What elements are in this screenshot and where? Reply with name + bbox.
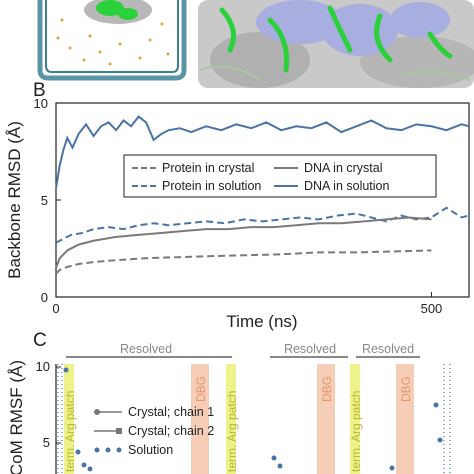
point — [81, 462, 87, 468]
tick-layer: 0 5 10 0 500 — [34, 96, 443, 316]
series-layer — [55, 115, 470, 275]
legend-label-dna-solution: DNA in solution — [304, 179, 390, 193]
resolved-label-3: Resolved — [362, 342, 414, 356]
point — [271, 455, 277, 461]
plot-frame — [55, 102, 470, 298]
legend-label-crystal-chain-1: Crystal; chain 1 — [128, 405, 214, 419]
legend-marker-solution — [94, 447, 122, 453]
x-tick-label: 0 — [52, 301, 59, 316]
yellow-band-label-1: term. Arg patch — [63, 391, 77, 472]
series-line-dna-in-solution — [55, 115, 470, 189]
legend: Protein in crystal Protein in solution D… — [123, 154, 437, 198]
point — [63, 367, 69, 373]
legend-label-dna-crystal: DNA in crystal — [304, 161, 383, 175]
point — [277, 463, 283, 469]
series-line-protein-in-crystal — [55, 249, 432, 275]
panel-letter-b: B — [33, 80, 46, 101]
legend-c: Crystal; chain 1 Crystal; chain 2 Soluti… — [94, 405, 214, 457]
y-tick-label-10: 10 — [36, 359, 50, 374]
y-tick-label: 5 — [41, 193, 48, 208]
y-axis-title-c-visible: e CoM RMSF (Å) — [7, 360, 26, 474]
yellow-band-label-3: term. Arg patch — [349, 391, 363, 472]
y-axis-title: Backbone RMSD (Å) — [5, 121, 24, 279]
legend-label-protein-crystal: Protein in crystal — [162, 161, 254, 175]
series-line-protein-in-solution — [55, 206, 470, 244]
yellow-band-2 — [226, 364, 236, 474]
y-tick-label: 0 — [41, 290, 48, 305]
series-line-dna-in-crystal — [55, 216, 432, 269]
legend-label-crystal-chain-2: Crystal; chain 2 — [128, 424, 214, 438]
orange-band-label-2: DBG — [320, 376, 334, 402]
point — [87, 466, 93, 472]
legend-box — [123, 154, 437, 198]
y-tick-label: 10 — [34, 96, 48, 111]
orange-band-3 — [396, 364, 414, 474]
resolved-regions: Resolved Resolved Resolved — [66, 342, 420, 358]
orange-band-1 — [191, 364, 209, 474]
legend-label-protein-solution: Protein in solution — [162, 179, 261, 193]
orange-band-label-3: DBG — [399, 376, 413, 402]
point — [437, 437, 443, 443]
rmsd-line-chart: 0 5 10 0 500 Protein in crystal Protein in s… — [5, 96, 470, 331]
x-tick-label: 500 — [421, 301, 443, 316]
bands: term. Arg patch DBG term. Arg patch DBG … — [63, 364, 414, 474]
resolved-label-1: Resolved — [120, 342, 172, 356]
point — [389, 465, 395, 471]
y-tick-label-5: 5 — [43, 435, 50, 450]
legend-label-solution: Solution — [128, 443, 173, 457]
crystal-render-image — [198, 0, 474, 88]
legend-marker-crystal-chain-2 — [116, 428, 122, 434]
yellow-band-label-2: term. Arg patch — [225, 391, 239, 472]
rmsf-chart: Resolved Resolved Resolved term. Arg pat… — [7, 342, 451, 474]
yellow-band-1 — [64, 364, 74, 474]
simulation-box-image — [36, 0, 190, 81]
x-axis-title: Time (ns) — [226, 312, 297, 331]
legend-marker-crystal-chain-1 — [94, 409, 100, 415]
point — [75, 449, 81, 455]
rmsf-points — [63, 367, 443, 472]
panel-letter-c: C — [33, 330, 47, 351]
dotted-separators — [57, 364, 451, 474]
panel-a-images — [36, 0, 474, 88]
yellow-band-3 — [350, 364, 360, 474]
resolved-label-2: Resolved — [284, 342, 336, 356]
orange-band-2 — [317, 364, 335, 474]
point — [433, 402, 439, 408]
orange-band-label-1: DBG — [194, 376, 208, 402]
